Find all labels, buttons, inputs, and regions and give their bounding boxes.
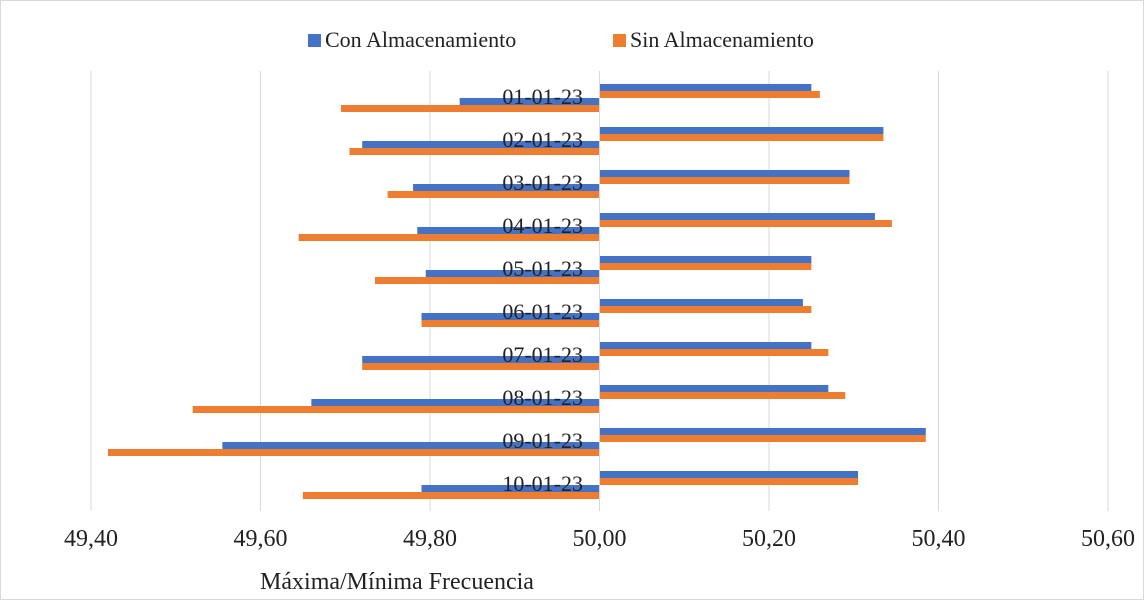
bar-sin-min [421, 320, 600, 327]
bar-con-max [599, 385, 829, 392]
bar-con-min [311, 399, 600, 406]
category-label: 06-01-23 [502, 299, 583, 324]
bar-con-min [413, 184, 600, 191]
bar-sin-max [599, 177, 850, 184]
bar-sin-max [599, 220, 892, 227]
bar-con-min [421, 313, 600, 320]
bar-con-max [599, 213, 875, 220]
legend-label-con: Con Almacenamiento [325, 27, 516, 52]
bar-sin-max [599, 349, 829, 356]
bar-con-max [599, 428, 926, 435]
bar-sin-max [599, 263, 812, 270]
bar-sin-min [192, 406, 600, 413]
bar-con-min [425, 270, 600, 277]
category-label: 01-01-23 [502, 84, 583, 109]
category-labels: 01-01-23 02-01-23 03-01-23 04-01-23 05-01-23… [502, 84, 583, 496]
bar-con-min [222, 442, 600, 449]
x-tick-label: 49,80 [403, 526, 457, 552]
legend-swatch-sin [613, 34, 626, 47]
bar-sin-min [387, 191, 600, 198]
category-label: 04-01-23 [502, 213, 583, 238]
category-label: 09-01-23 [502, 428, 583, 453]
bar-sin-max [599, 435, 926, 442]
bar-con-min [362, 356, 600, 363]
category-label: 10-01-23 [502, 471, 583, 496]
legend-swatch-con [308, 34, 321, 47]
category-label: 07-01-23 [502, 342, 583, 367]
x-tick-label: 50,40 [912, 526, 966, 552]
category-label: 08-01-23 [502, 385, 583, 410]
bar-sin-max [599, 478, 858, 485]
x-tick-label: 50,20 [742, 526, 796, 552]
bar-sin-min [107, 449, 600, 456]
bar-con-min [362, 141, 600, 148]
legend-label-sin: Sin Almacenamiento [630, 27, 814, 52]
bar-sin-max [599, 306, 812, 313]
bar-sin-min [302, 492, 600, 499]
bar-con-max [599, 299, 803, 306]
bar-con-max [599, 256, 812, 263]
x-tick-label: 49,60 [234, 526, 288, 552]
category-label: 03-01-23 [502, 170, 583, 195]
legend: Con Almacenamiento Sin Almacenamiento [308, 27, 814, 52]
bar-con-min [417, 227, 600, 234]
bar-con-max [599, 127, 884, 134]
x-tick-label: 50,00 [573, 526, 627, 552]
x-tick-label: 49,40 [64, 526, 118, 552]
bar-sin-max [599, 134, 884, 141]
x-tick-label: 50,60 [1081, 526, 1135, 552]
x-tick-labels: 49,40 49,60 49,80 50,00 50,20 50,40 50,60 [64, 526, 1135, 552]
bar-sin-max [599, 392, 846, 399]
bar-con-max [599, 84, 812, 91]
bar-sin-min [349, 148, 600, 155]
category-label: 02-01-23 [502, 127, 583, 152]
category-label: 05-01-23 [502, 256, 583, 281]
bar-sin-min [374, 277, 600, 284]
bar-sin-min [298, 234, 600, 241]
x-axis-title: Máxima/Mínima Frecuencia [260, 569, 534, 595]
bar-con-min [421, 485, 600, 492]
bar-sin-min [362, 363, 600, 370]
bars [107, 84, 926, 499]
bar-con-min [459, 98, 600, 105]
bar-sin-min [341, 105, 600, 112]
bar-con-max [599, 170, 850, 177]
bar-con-max [599, 342, 812, 349]
bar-sin-max [599, 91, 820, 98]
bar-con-max [599, 471, 858, 478]
